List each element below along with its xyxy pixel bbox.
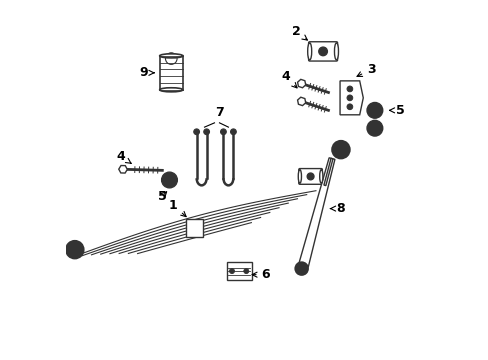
Polygon shape xyxy=(298,158,334,267)
Text: 9: 9 xyxy=(139,66,154,79)
Circle shape xyxy=(366,120,382,136)
Circle shape xyxy=(336,145,345,154)
Circle shape xyxy=(193,129,199,135)
FancyBboxPatch shape xyxy=(308,42,337,61)
Polygon shape xyxy=(297,97,305,105)
Circle shape xyxy=(370,107,378,114)
Circle shape xyxy=(295,262,307,275)
Polygon shape xyxy=(339,81,363,115)
Circle shape xyxy=(70,246,79,254)
Circle shape xyxy=(220,129,226,135)
Text: 5: 5 xyxy=(388,104,404,117)
Circle shape xyxy=(229,269,234,274)
Circle shape xyxy=(331,141,349,158)
Polygon shape xyxy=(297,79,305,88)
Circle shape xyxy=(298,265,304,272)
Circle shape xyxy=(346,95,352,101)
Ellipse shape xyxy=(319,170,322,183)
Circle shape xyxy=(230,129,236,135)
Ellipse shape xyxy=(334,43,338,60)
Bar xyxy=(160,56,183,90)
Ellipse shape xyxy=(298,170,301,183)
Circle shape xyxy=(66,241,83,258)
FancyBboxPatch shape xyxy=(298,168,322,184)
Circle shape xyxy=(346,104,352,110)
Text: 7: 7 xyxy=(215,105,224,119)
Ellipse shape xyxy=(307,43,311,60)
Text: 5: 5 xyxy=(158,190,166,203)
Text: 3: 3 xyxy=(356,63,375,76)
Circle shape xyxy=(203,129,209,135)
Text: 8: 8 xyxy=(330,202,345,215)
Text: 1: 1 xyxy=(168,198,186,217)
Circle shape xyxy=(318,47,326,56)
Circle shape xyxy=(306,173,313,180)
Bar xyxy=(185,219,203,237)
Bar xyxy=(226,262,251,280)
Text: 4: 4 xyxy=(117,150,131,163)
Circle shape xyxy=(370,125,378,132)
Circle shape xyxy=(165,176,173,184)
Circle shape xyxy=(346,86,352,92)
Polygon shape xyxy=(119,166,127,173)
Text: 6: 6 xyxy=(252,268,270,281)
Circle shape xyxy=(244,269,248,274)
Text: 2: 2 xyxy=(291,25,307,40)
Polygon shape xyxy=(323,158,332,186)
Text: 4: 4 xyxy=(281,70,296,88)
Circle shape xyxy=(366,103,382,118)
Circle shape xyxy=(162,172,177,188)
Ellipse shape xyxy=(160,88,183,92)
Ellipse shape xyxy=(160,54,183,58)
